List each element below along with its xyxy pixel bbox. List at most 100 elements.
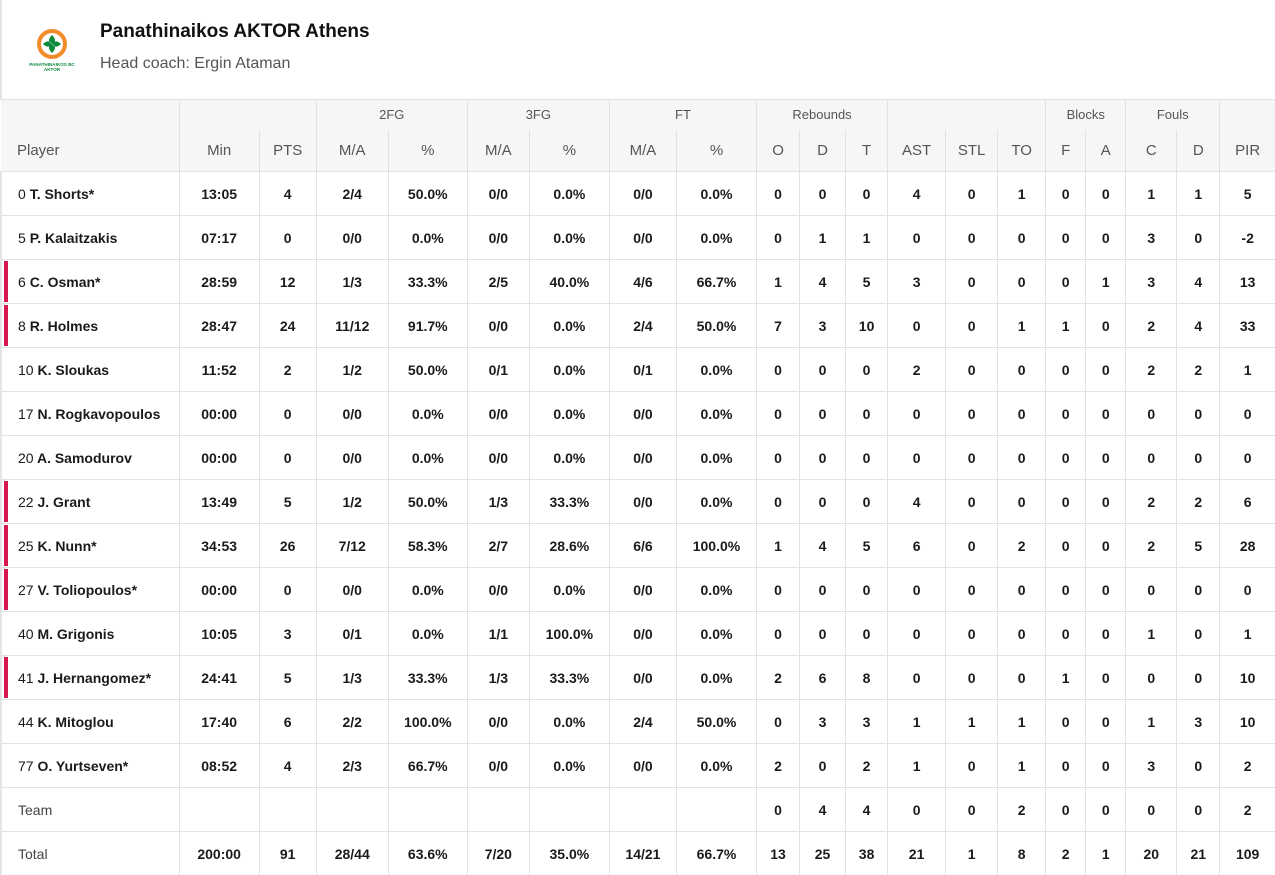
stat-turnovers: 2 [997, 787, 1047, 832]
stat-2fg-made-attempted: 2/3 [316, 743, 389, 788]
stat-steals: 0 [945, 215, 999, 260]
player-cell[interactable]: 8 R. Holmes [0, 303, 180, 348]
stat-minutes: 08:52 [179, 743, 260, 788]
column-header-ft-pct[interactable]: % [676, 129, 758, 172]
stat-3fg-pct: 33.3% [529, 655, 610, 700]
player-row[interactable]: 40 M. Grigonis 10:05 3 0/1 0.0% 1/1 100.0% 0/0 0… [0, 611, 1275, 656]
player-name[interactable]: R. Holmes [29, 317, 99, 334]
player-cell[interactable]: 77 O. Yurtseven* [0, 743, 180, 788]
stat-ft-made-attempted: 6/6 [609, 523, 677, 568]
group-header-fouls: Fouls [1125, 99, 1221, 130]
column-header-blk-a[interactable]: A [1085, 129, 1127, 172]
column-header-ft-ma[interactable]: M/A [609, 129, 677, 172]
player-cell[interactable]: 10 K. Sloukas [0, 347, 180, 392]
player-row[interactable]: 10 K. Sloukas 11:52 2 1/2 50.0% 0/1 0.0% 0/1 0.0… [0, 347, 1275, 392]
player-cell[interactable]: 0 T. Shorts* [0, 171, 180, 216]
stat-pir: 0 [1219, 567, 1275, 612]
stat-points: 0 [259, 391, 317, 436]
player-row[interactable]: 5 P. Kalaitzakis 07:17 0 0/0 0.0% 0/0 0.0% 0/0 0… [0, 215, 1275, 260]
stat-blocks-for: 0 [1045, 743, 1087, 788]
player-row[interactable]: 17 N. Rogkavopoulos 00:00 0 0/0 0.0% 0/0 0.0% 0… [0, 391, 1275, 436]
stat-total-rebounds: 4 [845, 787, 889, 832]
player-cell[interactable]: 22 J. Grant [0, 479, 180, 524]
stat-pir: 0 [1219, 435, 1275, 480]
stat-total-rebounds: 1 [845, 215, 889, 260]
column-header-2fg-pct[interactable]: % [388, 129, 468, 172]
player-name[interactable]: V. Toliopoulos* [37, 581, 138, 598]
player-row[interactable]: 8 R. Holmes 28:47 24 11/12 91.7% 0/0 0.0% 2/4 50… [0, 303, 1275, 348]
player-name[interactable]: N. Rogkavopoulos [37, 405, 161, 422]
stat-2fg-made-attempted: 0/1 [316, 611, 389, 656]
stat-assists: 0 [887, 567, 947, 612]
column-header-3fg-ma[interactable]: M/A [467, 129, 530, 172]
column-header-blk-f[interactable]: F [1045, 129, 1087, 172]
stat-fouls-committed: 1 [1125, 611, 1178, 656]
player-cell[interactable]: 41 J. Hernangomez* [0, 655, 180, 700]
player-cell[interactable]: 25 K. Nunn* [0, 523, 180, 568]
column-header-3fg-pct[interactable]: % [529, 129, 610, 172]
player-number: 77 [18, 757, 34, 774]
column-header-player[interactable]: Player [1, 129, 180, 172]
column-header-stl[interactable]: STL [945, 129, 999, 172]
stat-off-rebounds: 0 [756, 347, 801, 392]
player-cell[interactable]: 17 N. Rogkavopoulos [0, 391, 180, 436]
player-row[interactable]: 20 A. Samodurov 00:00 0 0/0 0.0% 0/0 0.0% 0/0 0.… [0, 435, 1275, 480]
player-row[interactable]: 44 K. Mitoglou 17:40 6 2/2 100.0% 0/0 0.0% 2/4 5… [0, 699, 1275, 744]
player-row[interactable]: 25 K. Nunn* 34:53 26 7/12 58.3% 2/7 28.6% 6/6 10… [0, 523, 1275, 568]
column-header-pir[interactable]: PIR [1219, 129, 1275, 172]
stat-off-rebounds: 1 [756, 259, 801, 304]
stat-3fg-made-attempted: 0/0 [467, 171, 530, 216]
column-header-ast[interactable]: AST [887, 129, 947, 172]
player-cell[interactable]: 20 A. Samodurov [0, 435, 180, 480]
stat-turnovers: 0 [997, 435, 1047, 480]
column-header-reb-d[interactable]: D [799, 129, 847, 172]
player-cell[interactable]: 5 P. Kalaitzakis [0, 215, 180, 260]
player-row[interactable]: 27 V. Toliopoulos* 00:00 0 0/0 0.0% 0/0 0.0% 0/… [0, 567, 1275, 612]
player-name[interactable]: K. Nunn* [37, 537, 97, 554]
player-row[interactable]: 0 T. Shorts* 13:05 4 2/4 50.0% 0/0 0.0% 0/0 0.0%… [0, 171, 1275, 216]
stat-3fg-pct: 35.0% [529, 831, 610, 875]
stat-blocks-for: 0 [1045, 787, 1087, 832]
player-name[interactable]: A. Samodurov [36, 449, 132, 466]
column-header-reb-t[interactable]: T [845, 129, 889, 172]
player-name[interactable]: K. Mitoglou [37, 713, 114, 730]
player-name[interactable]: K. Sloukas [37, 361, 110, 378]
player-row[interactable]: 41 J. Hernangomez* 24:41 5 1/3 33.3% 1/3 33.3%… [0, 655, 1275, 700]
stat-blocks-for: 0 [1045, 611, 1087, 656]
column-header-pts[interactable]: PTS [259, 129, 317, 172]
player-cell[interactable]: 40 M. Grigonis [0, 611, 180, 656]
stat-fouls-drawn: 0 [1176, 611, 1221, 656]
player-cell[interactable]: 44 K. Mitoglou [0, 699, 180, 744]
stat-total-rebounds: 0 [845, 347, 889, 392]
player-name[interactable]: J. Hernangomez* [37, 669, 152, 686]
column-header-2fg-ma[interactable]: M/A [316, 129, 389, 172]
player-row[interactable]: 6 C. Osman* 28:59 12 1/3 33.3% 2/5 40.0% 4/6 66.… [0, 259, 1275, 304]
player-cell[interactable]: 6 C. Osman* [0, 259, 180, 304]
stat-turnovers: 1 [997, 699, 1047, 744]
player-cell[interactable]: 27 V. Toliopoulos* [0, 567, 180, 612]
player-name[interactable]: J. Grant [37, 493, 91, 510]
stat-def-rebounds: 0 [799, 171, 847, 216]
stat-steals: 0 [945, 259, 999, 304]
stat-minutes: 11:52 [179, 347, 260, 392]
stat-turnovers: 0 [997, 347, 1047, 392]
column-header-to[interactable]: TO [997, 129, 1047, 172]
stat-def-rebounds: 0 [799, 435, 847, 480]
column-header-fouls-d[interactable]: D [1176, 129, 1221, 172]
player-name[interactable]: C. Osman* [29, 273, 101, 290]
column-header-min[interactable]: Min [179, 129, 260, 172]
stat-ft-pct: 0.0% [676, 435, 758, 480]
player-name[interactable]: P. Kalaitzakis [29, 229, 118, 246]
box-score-body: 0 T. Shorts* 13:05 4 2/4 50.0% 0/0 0.0% 0/0 0.0%… [0, 171, 1275, 875]
stat-2fg-made-attempted: 1/2 [316, 347, 389, 392]
stat-blocks-for: 2 [1045, 831, 1087, 875]
player-name[interactable]: T. Shorts* [29, 185, 95, 202]
column-header-fouls-c[interactable]: C [1125, 129, 1178, 172]
stat-3fg-pct: 100.0% [529, 611, 610, 656]
player-name[interactable]: M. Grigonis [37, 625, 115, 642]
stat-2fg-made-attempted: 11/12 [316, 303, 389, 348]
column-header-reb-o[interactable]: O [756, 129, 801, 172]
player-row[interactable]: 77 O. Yurtseven* 08:52 4 2/3 66.7% 0/0 0.0% 0/0… [0, 743, 1275, 788]
player-name[interactable]: O. Yurtseven* [37, 757, 129, 774]
player-row[interactable]: 22 J. Grant 13:49 5 1/2 50.0% 1/3 33.3% 0/0 0.0%… [0, 479, 1275, 524]
